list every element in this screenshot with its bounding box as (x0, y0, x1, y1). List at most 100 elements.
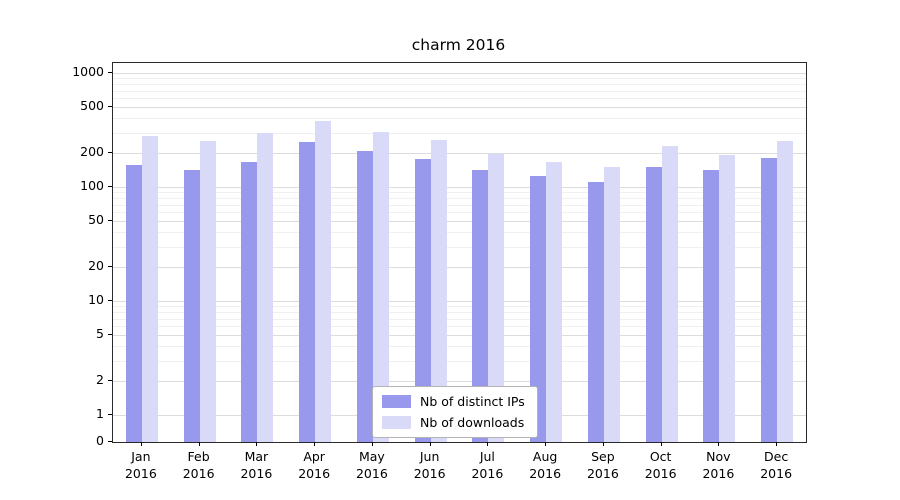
minor-gridline (113, 318, 806, 320)
major-gridline (113, 380, 806, 382)
major-gridline (113, 335, 806, 337)
x-tick-year: 2016 (182, 466, 215, 481)
x-tick-mark (776, 442, 778, 446)
minor-gridline (113, 326, 806, 328)
y-tick-label: 200 (80, 143, 104, 159)
minor-gridline (113, 118, 806, 120)
minor-gridline (113, 132, 806, 134)
x-tick-month: Jan (131, 449, 151, 464)
x-tick-mark (198, 442, 200, 446)
y-tick-mark (108, 300, 112, 301)
y-tick-mark (108, 379, 112, 381)
x-tick-month: Jul (479, 449, 495, 464)
bar-downloads (372, 131, 389, 442)
x-tick-year: 2016 (471, 466, 504, 481)
x-tick-label: Jun 2016 (414, 448, 446, 482)
bar-distinct-ips (472, 170, 489, 442)
legend-label-distinct-ips: Nb of distinct IPs (420, 394, 525, 409)
legend-swatch-downloads (382, 416, 411, 429)
x-tick-label: Aug 2016 (529, 448, 561, 482)
minor-gridline (113, 232, 806, 234)
y-tick-label: 1 (96, 406, 104, 421)
x-tick-mark (429, 442, 431, 446)
major-gridline (113, 266, 806, 268)
minor-gridline (113, 90, 806, 92)
major-gridline (113, 152, 806, 154)
y-tick-mark (108, 220, 112, 222)
x-tick-month: Oct (649, 449, 672, 464)
minor-gridline (113, 192, 806, 194)
y-tick-label: 10 (88, 292, 104, 307)
legend-swatch-distinct-ips (382, 395, 411, 408)
bar-downloads (777, 140, 794, 442)
x-tick-month: Jun (419, 449, 440, 464)
minor-gridline (113, 212, 806, 214)
legend-entry-distinct-ips: Nb of distinct IPs (382, 394, 525, 409)
bar-downloads (546, 162, 563, 442)
bar-distinct-ips (530, 175, 547, 442)
x-tick-label: Sep 2016 (587, 448, 619, 482)
legend: Nb of distinct IPs Nb of downloads (372, 386, 538, 438)
minor-gridline (113, 84, 806, 86)
bar-distinct-ips (761, 157, 778, 442)
bar-downloads (141, 136, 158, 442)
y-tick-mark (108, 106, 112, 108)
minor-gridline (113, 360, 806, 362)
y-tick-label: 100 (80, 178, 104, 193)
bar-downloads (430, 139, 447, 442)
bar-distinct-ips (299, 141, 316, 442)
x-tick-month: Aug (532, 449, 558, 464)
minor-gridline (113, 346, 806, 348)
legend-entry-downloads: Nb of downloads (382, 415, 525, 430)
major-gridline (113, 187, 806, 188)
major-gridline (113, 107, 806, 109)
y-tick-mark (108, 151, 112, 153)
x-tick-label: Dec 2016 (760, 448, 792, 482)
major-gridline (113, 301, 806, 302)
bar-distinct-ips (645, 166, 662, 442)
x-tick-label: Feb 2016 (183, 448, 215, 482)
x-tick-year: 2016 (586, 466, 619, 481)
bar-distinct-ips (703, 170, 720, 442)
bar-downloads (199, 140, 216, 442)
x-tick-month: Nov (706, 449, 731, 464)
x-tick-mark (256, 442, 258, 446)
x-tick-mark (718, 442, 720, 446)
minor-gridline (113, 204, 806, 206)
x-tick-mark (314, 442, 316, 446)
bar-distinct-ips (241, 162, 258, 442)
y-tick-label: 2 (96, 371, 104, 387)
x-tick-year: 2016 (240, 466, 273, 481)
x-tick-mark (602, 442, 604, 446)
x-tick-label: Apr 2016 (298, 448, 330, 482)
x-tick-month: Feb (187, 449, 210, 464)
x-tick-label: Nov 2016 (702, 448, 734, 482)
major-gridline (113, 221, 806, 223)
y-tick-label: 0 (96, 433, 104, 448)
major-gridline (113, 73, 806, 74)
y-tick-mark (108, 441, 112, 442)
y-tick-label: 5 (96, 326, 104, 342)
bar-downloads (719, 155, 736, 442)
y-tick-label: 50 (88, 212, 104, 228)
bar-downloads (603, 166, 620, 442)
x-tick-month: Dec (764, 449, 789, 464)
bar-downloads (661, 145, 678, 442)
x-tick-mark (487, 442, 489, 446)
x-tick-label: May 2016 (356, 448, 388, 482)
x-tick-mark (140, 442, 142, 446)
x-tick-label: Mar 2016 (240, 448, 272, 482)
bar-distinct-ips (125, 165, 142, 442)
y-tick-label: 1000 (72, 64, 104, 79)
x-tick-year: 2016 (529, 466, 562, 481)
bar-distinct-ips (356, 151, 373, 442)
chart-title: charm 2016 (411, 36, 506, 54)
x-tick-mark (660, 442, 662, 446)
x-tick-year: 2016 (124, 466, 157, 481)
legend-label-downloads: Nb of downloads (420, 415, 525, 430)
x-tick-month: Apr (303, 449, 325, 464)
y-tick-label: 20 (88, 257, 104, 273)
minor-gridline (113, 78, 806, 80)
bar-downloads (257, 132, 274, 442)
